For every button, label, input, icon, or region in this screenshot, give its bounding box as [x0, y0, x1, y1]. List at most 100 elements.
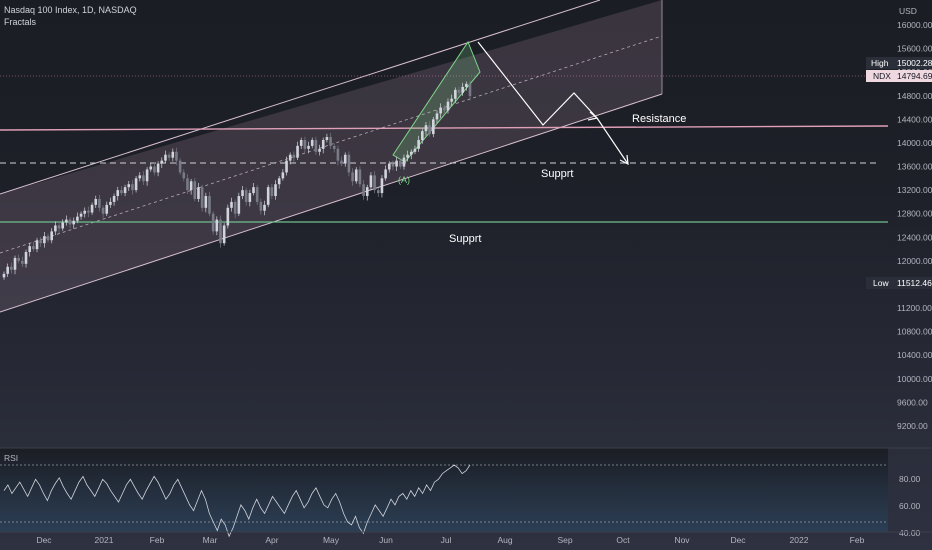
candle-body [450, 98, 453, 102]
price-tick-label: 14000.00 [897, 138, 932, 148]
price-tick-label: 9600.00 [897, 397, 928, 407]
candle-body [402, 157, 406, 167]
candle-body [153, 166, 156, 173]
price-tick-label: 10800.00 [897, 327, 932, 337]
time-axis[interactable]: Dec 2021 Feb Mar Apr May Jun Jul Aug Sep Oct Nov Dec… [36, 535, 864, 545]
candle-body [189, 181, 193, 191]
forecast-path [477, 41, 598, 126]
wave-a-label: (A) [398, 175, 410, 185]
channel-top-line [0, 0, 601, 195]
candle-body [76, 216, 79, 221]
candle-body [127, 184, 131, 188]
candle-body [101, 207, 105, 214]
candle-body [182, 172, 186, 179]
time-tick-label: Jul [441, 535, 452, 545]
candle-body [142, 175, 145, 182]
time-tick-label: Oct [616, 535, 630, 545]
candle-body [2, 273, 6, 278]
candle-body [215, 219, 219, 232]
candle-body [398, 160, 402, 167]
candle-body [237, 196, 241, 214]
candle-body [255, 187, 259, 202]
candle-body [432, 119, 435, 135]
candle-body [424, 125, 428, 132]
candle-body [373, 175, 376, 191]
candle-body [105, 204, 109, 214]
candle-body [409, 151, 413, 155]
rising-wedge [392, 40, 481, 163]
candle-body [351, 172, 354, 182]
candle-body [123, 187, 127, 194]
candle-body [57, 225, 61, 229]
candle-body [120, 190, 123, 194]
last-tag-value: 14794.69 [897, 71, 932, 81]
chart-title: Nasdaq 100 Index, 1D, NASDAQ [4, 5, 137, 15]
candle-body [50, 231, 54, 241]
candlestick-series [2, 80, 472, 280]
candle-body [362, 184, 365, 197]
candle-body [112, 196, 116, 202]
candle-body [439, 107, 442, 114]
candle-body [299, 139, 303, 146]
channel-bottom-line [0, 93, 663, 313]
candle-body [413, 148, 417, 152]
candle-body [435, 113, 439, 120]
candle-body [332, 145, 336, 149]
candle-body [134, 178, 138, 191]
candle-body [343, 154, 347, 164]
candle-body [28, 246, 31, 253]
candle-body [171, 151, 175, 158]
candle-body [83, 210, 87, 214]
time-tick-label: Feb [850, 535, 865, 545]
candle-body [461, 86, 464, 93]
support-label-1: Supprt [541, 168, 573, 180]
candle-body [131, 184, 134, 191]
price-tick-label: 13600.00 [897, 162, 932, 172]
candle-body [90, 204, 94, 213]
high-tag-value: 15002.28 [897, 58, 932, 68]
low-tag-value: 11512.46 [897, 278, 932, 288]
candle-body [365, 187, 369, 197]
candle-body [318, 148, 321, 152]
price-tick-label: 12000.00 [897, 256, 932, 266]
candle-body [32, 246, 35, 250]
candle-body [6, 266, 9, 274]
candle-body [138, 175, 142, 179]
price-tick-label: 10400.00 [897, 350, 932, 360]
candle-body [420, 131, 424, 140]
candle-body [13, 257, 17, 270]
candle-body [296, 145, 299, 158]
candle-body [310, 139, 314, 146]
candle-body [288, 154, 292, 161]
candle-body [380, 178, 384, 194]
forecast-path-2 [596, 117, 629, 165]
rsi-tick-60: 60.00 [899, 501, 921, 511]
price-tick-label: 16000.00 [897, 20, 932, 30]
candle-body [354, 169, 358, 182]
candle-body [285, 160, 288, 173]
price-tick-label: 10000.00 [897, 374, 932, 384]
support-label-2: Supprt [449, 233, 481, 245]
indicator-label: Fractals [4, 17, 37, 27]
candle-body [454, 89, 457, 99]
currency-label: USD [899, 6, 917, 16]
time-tick-label: Apr [265, 535, 278, 545]
candle-body [259, 201, 263, 211]
candle-body [336, 148, 340, 161]
candle-body [384, 169, 387, 179]
candle-body [274, 184, 277, 197]
time-tick-label: Feb [150, 535, 165, 545]
candle-body [321, 139, 325, 149]
candle-body [443, 107, 446, 111]
time-tick-label: 2021 [95, 535, 114, 545]
candle-body [226, 207, 230, 226]
candle-body [116, 190, 120, 197]
candle-body [303, 139, 307, 149]
candle-body [446, 101, 450, 111]
candle-body [369, 175, 373, 188]
forecast-arrow-2 [619, 154, 629, 166]
price-tick-label: 9200.00 [897, 421, 928, 431]
candle-body [307, 145, 310, 149]
